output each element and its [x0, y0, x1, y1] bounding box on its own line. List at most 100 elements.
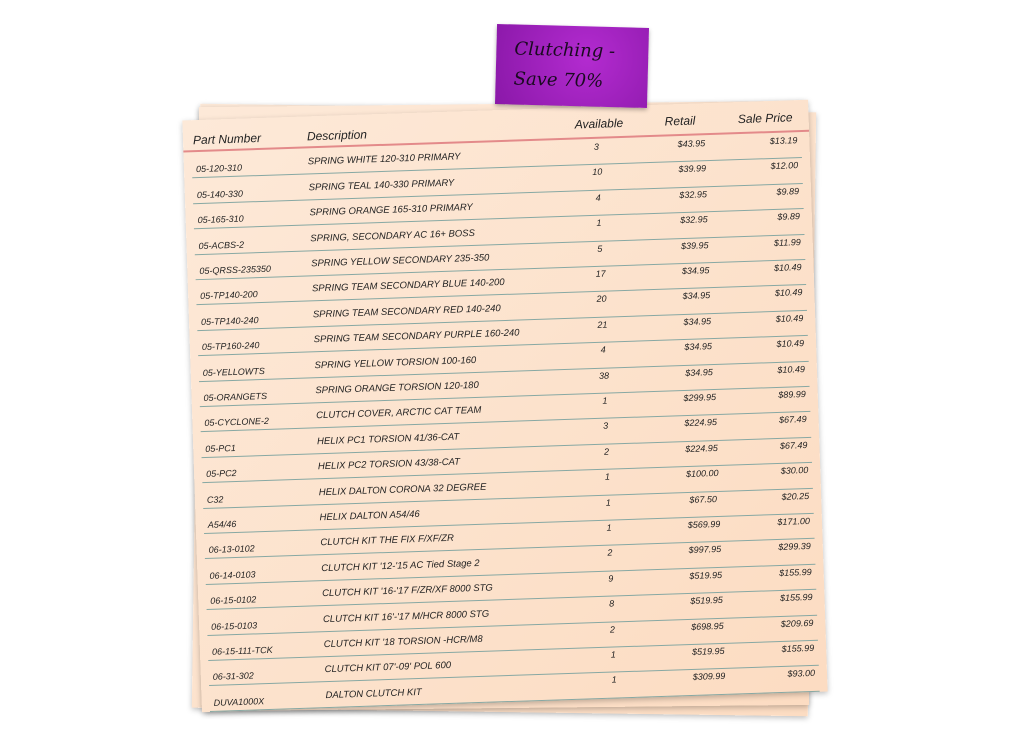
sale-price: $11.99 [773, 236, 801, 248]
part-number: C32 [206, 493, 224, 505]
available-qty: 4 [595, 192, 601, 203]
sticky-note-line1: Clutching - [514, 38, 616, 63]
available-qty: 1 [596, 217, 602, 229]
sale-price: $299.39 [778, 541, 811, 553]
part-number: 06-15-111-TCK [211, 644, 273, 657]
retail-price: $224.95 [685, 442, 718, 454]
description: SPRING WHITE 120-310 PRIMARY [307, 151, 461, 168]
part-number: 06-14-0103 [209, 569, 256, 581]
retail-price: $39.99 [678, 163, 707, 175]
price-list-sheet: Part Number Description Available Retail… [182, 99, 828, 713]
part-number: 05-140-330 [196, 188, 244, 200]
description: SPRING ORANGE 165-310 PRIMARY [309, 202, 473, 219]
part-number: 05-QRSS-235350 [199, 263, 272, 277]
retail-price: $32.95 [680, 214, 708, 226]
available-qty: 9 [608, 573, 614, 584]
sale-price: $209.69 [780, 617, 814, 629]
sale-price: $67.49 [778, 414, 807, 426]
sale-price: $13.19 [769, 135, 798, 147]
available-qty: 17 [595, 268, 606, 279]
part-number: 05-YELLOWTS [202, 365, 265, 378]
available-qty: 2 [603, 446, 610, 457]
available-qty: 2 [607, 547, 613, 559]
retail-price: $224.95 [684, 417, 718, 429]
available-qty: 3 [603, 420, 609, 432]
header-sale-price: Sale Price [737, 110, 793, 127]
description: HELIX DALTON A54/46 [319, 508, 420, 524]
part-number: A54/46 [207, 518, 237, 530]
sale-price: $155.99 [781, 642, 815, 654]
available-qty: 1 [605, 497, 611, 508]
sticky-note: Clutching - Save 70% [494, 24, 650, 108]
part-number: 05-CYCLONE-2 [204, 416, 270, 429]
available-qty: 20 [596, 293, 607, 305]
available-qty: 1 [610, 649, 616, 660]
header-part-number: Part Number [192, 130, 262, 148]
part-number: 06-15-0103 [210, 619, 258, 632]
sale-price: $9.89 [777, 211, 801, 223]
part-number: DUVA1000X [213, 695, 265, 708]
available-qty: 4 [600, 344, 606, 355]
available-qty: 2 [609, 624, 616, 635]
sale-price: $155.99 [779, 592, 813, 604]
description: SPRING, SECONDARY AC 16+ BOSS [310, 227, 476, 244]
sale-price: $93.00 [787, 668, 816, 680]
sale-price: $10.49 [777, 363, 806, 375]
part-number: 05-TP140-240 [200, 314, 259, 327]
header-available: Available [574, 115, 624, 132]
available-qty: 38 [598, 370, 610, 381]
sale-price: $12.00 [770, 160, 799, 172]
retail-price: $34.95 [681, 265, 710, 277]
retail-price: $34.95 [685, 366, 713, 378]
sale-price: $10.49 [773, 262, 802, 274]
retail-price: $299.95 [683, 391, 717, 404]
description: HELIX PC2 TORSION 43/38-CAT [317, 456, 461, 473]
retail-price: $519.95 [690, 595, 723, 607]
available-qty: 1 [604, 471, 611, 482]
sticky-note-line2: Save 70% [513, 68, 604, 92]
part-number: 05-ACBS-2 [198, 239, 245, 251]
part-number: 06-13-0102 [208, 543, 255, 556]
description: CLUTCH KIT 16'-'17 M/HCR 8000 STG [322, 608, 490, 625]
retail-price: $309.99 [692, 671, 726, 683]
sale-price: $20.25 [781, 490, 810, 502]
part-number: 05-165-310 [197, 213, 244, 226]
part-number: 06-15-0102 [210, 594, 257, 607]
description: CLUTCH KIT THE FIX F/XF/ZR [320, 533, 455, 549]
available-qty: 10 [592, 167, 603, 178]
retail-price: $698.95 [690, 620, 724, 632]
retail-price: $43.95 [677, 138, 706, 150]
description: SPRING YELLOW TORSION 100-160 [314, 354, 477, 371]
sale-price: $30.00 [780, 465, 809, 477]
retail-price: $519.95 [689, 569, 723, 581]
description: HELIX PC1 TORSION 41/36-CAT [316, 431, 460, 448]
sale-price: $9.89 [776, 185, 800, 197]
retail-price: $519.95 [691, 645, 725, 657]
part-number: 05-ORANGETS [203, 390, 268, 403]
available-qty: 1 [606, 522, 612, 533]
retail-price: $34.95 [682, 290, 711, 302]
available-qty: 5 [597, 243, 603, 254]
available-qty: 8 [608, 598, 615, 609]
description: SPRING TEAM SECONDARY RED 140-240 [312, 302, 501, 321]
header-retail: Retail [664, 113, 696, 129]
sale-price: $89.99 [778, 389, 806, 400]
description: HELIX DALTON CORONA 32 DEGREE [318, 481, 487, 498]
available-qty: 1 [611, 674, 617, 686]
sale-price: $10.49 [774, 287, 803, 299]
description: SPRING TEAL 140-330 PRIMARY [308, 177, 455, 194]
sale-price: $155.99 [778, 566, 812, 578]
description: SPRING YELLOW SECONDARY 235-350 [310, 252, 490, 270]
description: SPRING ORANGE TORSION 120-180 [315, 379, 479, 397]
retail-price: $569.99 [687, 518, 721, 531]
sale-price: $171.00 [777, 515, 811, 528]
description: CLUTCH KIT '18 TORSION -HCR/M8 [323, 633, 483, 651]
sale-price: $10.49 [775, 312, 804, 324]
sale-price: $10.49 [776, 338, 805, 350]
part-number: 05-120-310 [195, 162, 243, 175]
part-number: 05-TP140-200 [200, 289, 258, 302]
part-number: 05-PC1 [205, 442, 236, 454]
retail-price: $34.95 [683, 315, 712, 327]
retail-price: $67.50 [689, 493, 718, 505]
retail-price: $32.95 [679, 188, 708, 200]
